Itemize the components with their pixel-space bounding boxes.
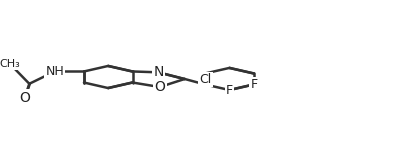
Text: O: O: [19, 91, 30, 105]
Text: Cl: Cl: [199, 73, 212, 86]
Text: CH₃: CH₃: [0, 59, 20, 69]
Text: N: N: [154, 65, 164, 79]
Text: F: F: [226, 84, 233, 97]
Text: NH: NH: [45, 65, 64, 78]
Text: F: F: [250, 78, 258, 91]
Text: O: O: [154, 80, 165, 94]
